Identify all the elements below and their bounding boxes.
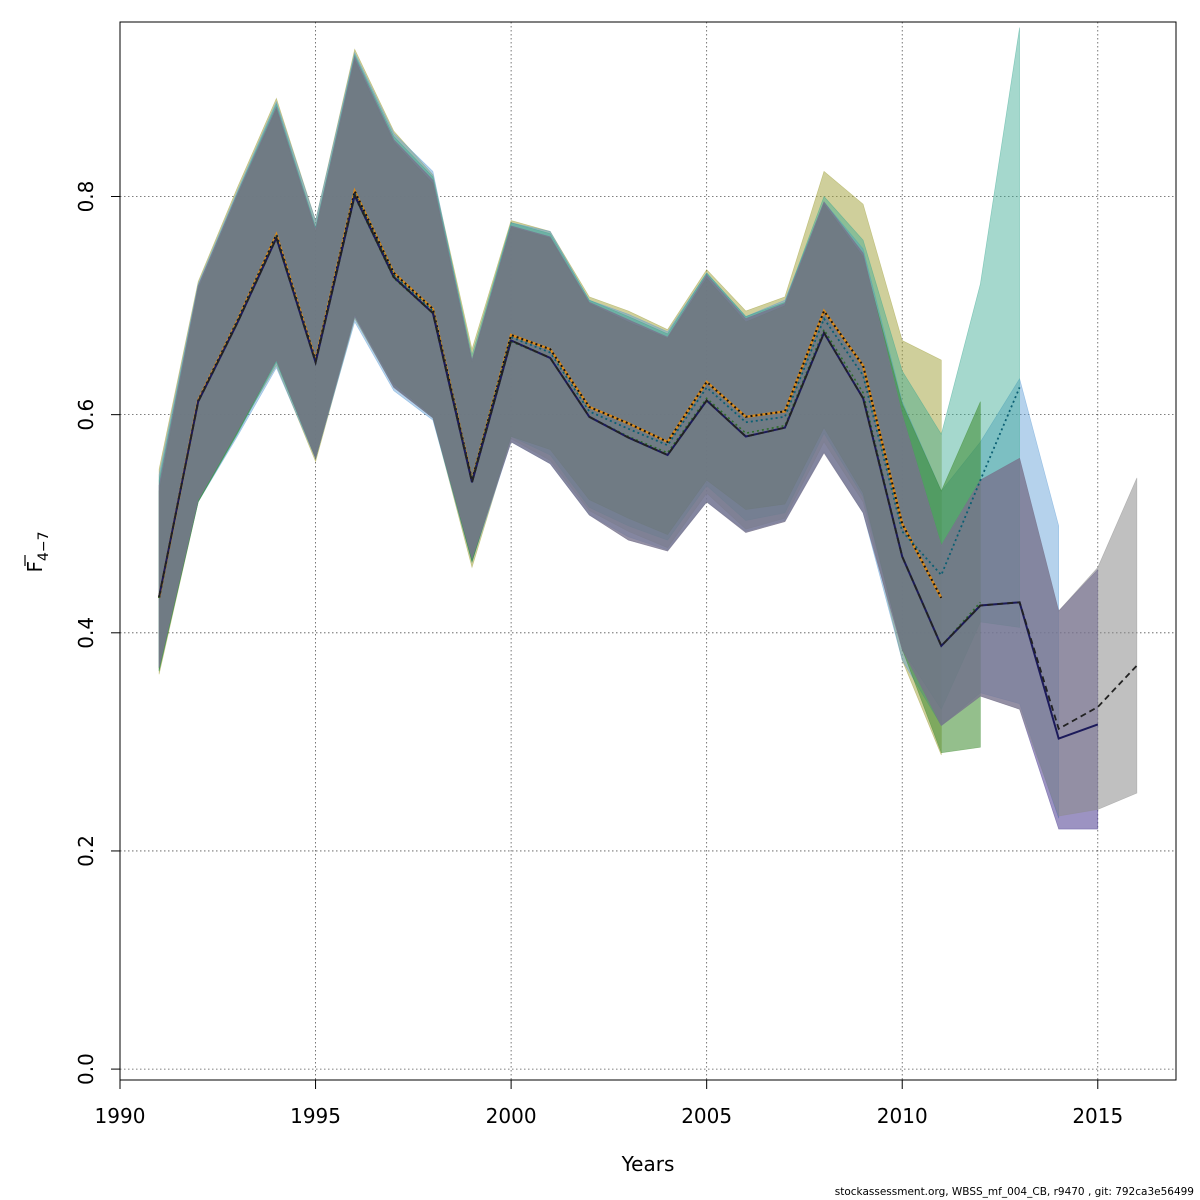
y-axis-title: F4−7	[23, 531, 52, 572]
x-tick-label: 2000	[486, 1104, 537, 1128]
y-tick-label: 0.8	[74, 181, 98, 213]
y-tick-label: 0.6	[74, 399, 98, 431]
x-tick-label: 1990	[95, 1104, 146, 1128]
x-tick-label: 1995	[290, 1104, 341, 1128]
estimate-lines	[157, 187, 1138, 740]
y-axis: 0.0 0.2 0.4 0.6 0.8	[74, 181, 121, 1085]
x-tick-label: 2005	[681, 1104, 732, 1128]
svg-text:F4−7: F4−7	[23, 531, 52, 572]
y-tick-label: 0.4	[74, 617, 98, 649]
y-tick-label: 0.0	[74, 1053, 98, 1085]
x-tick-label: 2015	[1072, 1104, 1123, 1128]
x-axis-title: Years	[621, 1152, 675, 1176]
estimate-line-olive	[158, 188, 943, 599]
x-tick-label: 2010	[877, 1104, 928, 1128]
y-axis-title-sub: 4−7	[36, 531, 52, 561]
estimate-line-gray	[158, 192, 1138, 731]
x-axis: 1990 1995 2000 2005 2010 2015	[95, 1079, 1123, 1128]
confidence-bands	[158, 27, 1138, 830]
footer-credit: stockassessment.org, WBSS_mf_004_CB, r94…	[834, 1186, 1194, 1198]
y-axis-title-main: F	[23, 561, 47, 573]
y-tick-label: 0.2	[74, 835, 98, 867]
